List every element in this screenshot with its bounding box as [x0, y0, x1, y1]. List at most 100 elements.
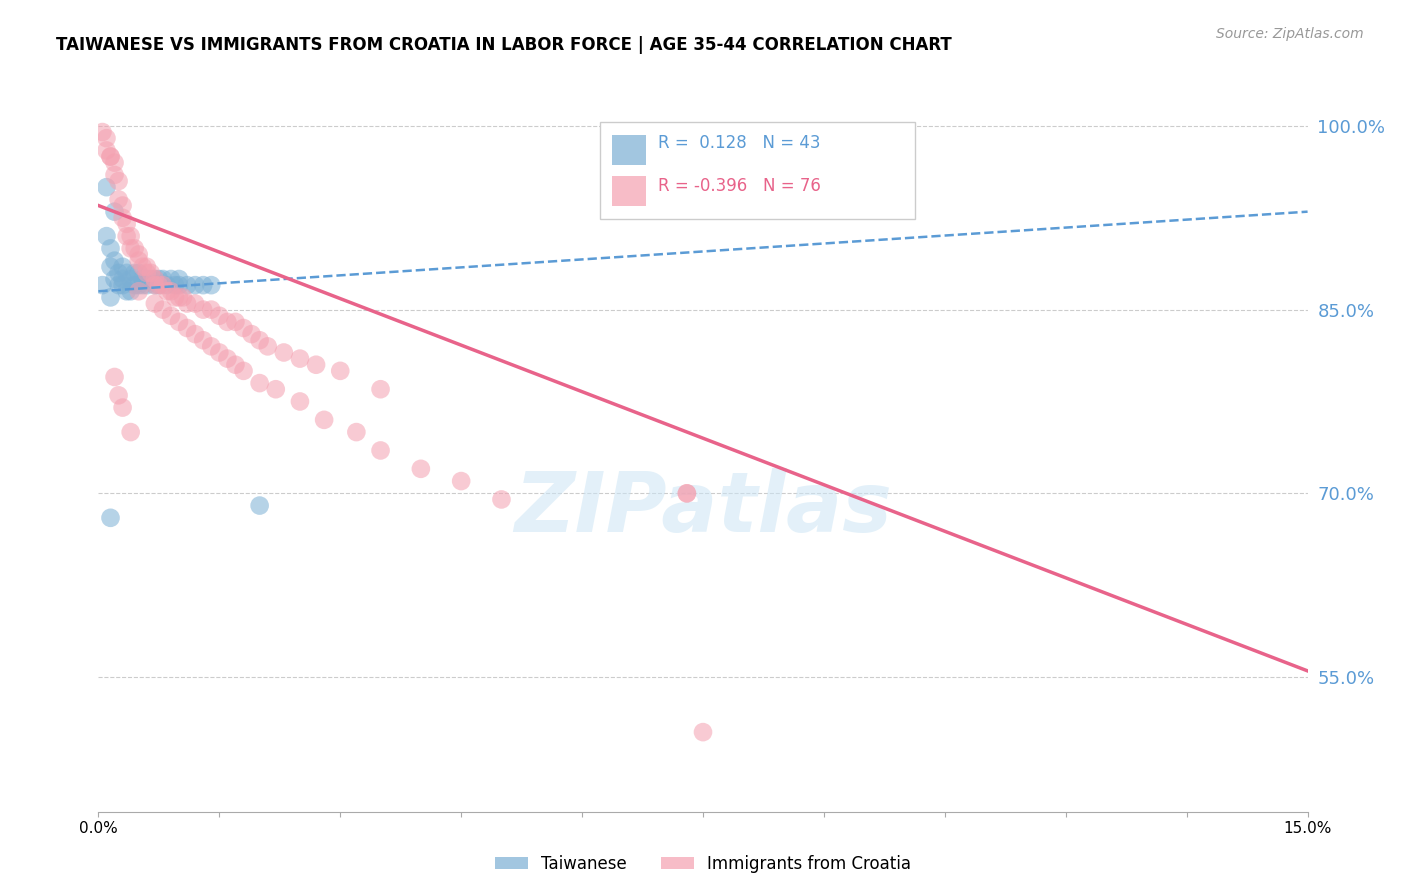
- Point: [163, 290, 186, 304]
- Point: [224, 315, 246, 329]
- Point: [264, 382, 287, 396]
- Point: [120, 425, 142, 439]
- Point: [148, 278, 170, 293]
- Point: [288, 394, 311, 409]
- Point: [184, 296, 207, 310]
- Point: [329, 364, 352, 378]
- FancyBboxPatch shape: [613, 176, 647, 206]
- Point: [491, 492, 513, 507]
- Point: [249, 333, 271, 347]
- Point: [160, 272, 183, 286]
- Point: [100, 150, 122, 164]
- Point: [240, 327, 263, 342]
- Point: [103, 204, 125, 219]
- Text: TAIWANESE VS IMMIGRANTS FROM CROATIA IN LABOR FORCE | AGE 35-44 CORRELATION CHAR: TAIWANESE VS IMMIGRANTS FROM CROATIA IN …: [56, 36, 952, 54]
- Point: [107, 388, 129, 402]
- Point: [91, 278, 114, 293]
- Point: [167, 290, 190, 304]
- Point: [160, 285, 183, 299]
- FancyBboxPatch shape: [613, 135, 647, 165]
- Point: [100, 511, 122, 525]
- Point: [344, 425, 367, 439]
- Point: [305, 358, 328, 372]
- Point: [224, 358, 246, 372]
- Point: [200, 339, 222, 353]
- Point: [208, 345, 231, 359]
- Point: [135, 272, 157, 286]
- Point: [120, 229, 142, 244]
- Point: [103, 155, 125, 169]
- Point: [167, 278, 190, 293]
- Point: [148, 272, 170, 286]
- Point: [217, 315, 239, 329]
- Point: [132, 260, 155, 274]
- Point: [96, 144, 118, 158]
- Point: [184, 327, 207, 342]
- Point: [100, 241, 122, 255]
- Point: [288, 351, 311, 366]
- Point: [193, 278, 215, 293]
- Point: [409, 462, 432, 476]
- Point: [91, 125, 114, 139]
- Point: [139, 272, 162, 286]
- Point: [176, 278, 198, 293]
- Point: [143, 272, 166, 286]
- Text: ZIPatlas: ZIPatlas: [515, 467, 891, 549]
- Text: R =  0.128   N = 43: R = 0.128 N = 43: [658, 135, 821, 153]
- Point: [249, 376, 271, 390]
- Point: [148, 278, 170, 293]
- Point: [111, 278, 134, 293]
- Point: [96, 180, 118, 194]
- Point: [120, 285, 142, 299]
- Point: [103, 272, 125, 286]
- FancyBboxPatch shape: [600, 121, 915, 219]
- Point: [115, 285, 138, 299]
- Point: [156, 278, 179, 293]
- Point: [115, 266, 138, 280]
- Point: [128, 266, 150, 280]
- Point: [100, 290, 122, 304]
- Point: [107, 266, 129, 280]
- Point: [200, 302, 222, 317]
- Point: [692, 725, 714, 739]
- Point: [450, 474, 472, 488]
- Point: [143, 278, 166, 293]
- Point: [208, 309, 231, 323]
- Point: [124, 278, 146, 293]
- Point: [370, 443, 392, 458]
- Point: [167, 272, 190, 286]
- Point: [676, 486, 699, 500]
- Point: [152, 278, 174, 293]
- Point: [143, 278, 166, 293]
- Point: [156, 285, 179, 299]
- Point: [232, 364, 254, 378]
- Point: [128, 247, 150, 261]
- Point: [111, 272, 134, 286]
- Point: [111, 211, 134, 225]
- Point: [107, 278, 129, 293]
- Text: R = -0.396   N = 76: R = -0.396 N = 76: [658, 177, 821, 195]
- Point: [103, 168, 125, 182]
- Point: [193, 333, 215, 347]
- Text: Source: ZipAtlas.com: Source: ZipAtlas.com: [1216, 27, 1364, 41]
- Point: [100, 150, 122, 164]
- Point: [217, 351, 239, 366]
- Point: [135, 260, 157, 274]
- Point: [135, 266, 157, 280]
- Point: [132, 272, 155, 286]
- Point: [176, 296, 198, 310]
- Point: [124, 241, 146, 255]
- Point: [103, 253, 125, 268]
- Point: [184, 278, 207, 293]
- Point: [249, 499, 271, 513]
- Point: [128, 278, 150, 293]
- Point: [100, 260, 122, 274]
- Point: [143, 296, 166, 310]
- Point: [96, 229, 118, 244]
- Point: [176, 321, 198, 335]
- Point: [107, 174, 129, 188]
- Point: [139, 266, 162, 280]
- Point: [152, 272, 174, 286]
- Point: [135, 278, 157, 293]
- Point: [115, 229, 138, 244]
